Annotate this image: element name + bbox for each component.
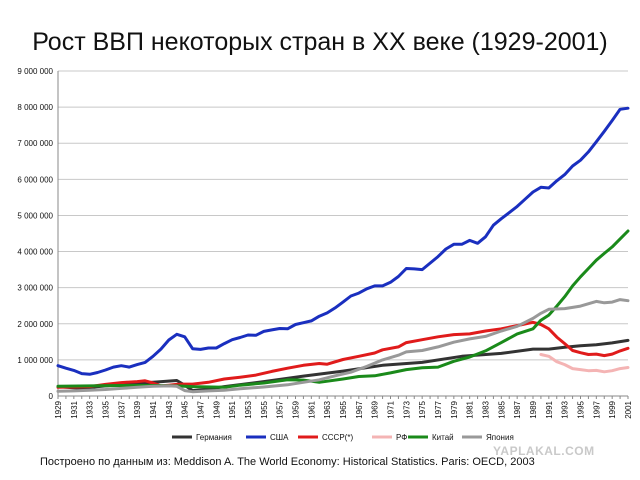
x-tick-label: 1971 xyxy=(387,400,396,418)
legend: Германия США СССР(*) РФ Китай Япония xyxy=(172,433,514,442)
x-tick-label: 1939 xyxy=(133,400,142,418)
x-tick-label: 1997 xyxy=(592,400,601,418)
y-tick-label: 0 xyxy=(49,392,54,401)
source-note: Построено по данным из: Meddison A. The … xyxy=(40,456,535,468)
legend-label: СССР(*) xyxy=(322,433,353,442)
chart-title: Рост ВВП некоторых стран в XX веке (1929… xyxy=(32,28,608,56)
x-tick-label: 1949 xyxy=(212,400,221,418)
x-tick-label: 2001 xyxy=(624,400,633,418)
x-tick-label: 1969 xyxy=(371,400,380,418)
x-tick-label: 1933 xyxy=(86,400,95,418)
y-tick-label: 6 000 000 xyxy=(17,175,53,184)
series-lines xyxy=(56,106,630,394)
x-tick-label: 1959 xyxy=(292,400,301,418)
series-line xyxy=(539,353,630,374)
x-tick-label: 1981 xyxy=(466,400,475,418)
y-tick-labels: 0 1 000 000 2 000 000 3 000 000 4 000 000 5 0… xyxy=(17,67,53,401)
x-tick-label: 1955 xyxy=(260,400,269,418)
x-tick-label: 1961 xyxy=(307,400,316,418)
x-tick-label: 1943 xyxy=(165,400,174,418)
x-tick-label: 1987 xyxy=(513,400,522,418)
legend-label: Германия xyxy=(196,433,232,442)
y-tick-label: 1 000 000 xyxy=(17,356,53,365)
y-tick-label: 4 000 000 xyxy=(17,248,53,257)
x-tick-label: 1963 xyxy=(323,400,332,418)
x-tick-label: 1999 xyxy=(608,400,617,418)
legend-label: США xyxy=(270,433,289,442)
series-line xyxy=(56,106,630,376)
x-tick-label: 1931 xyxy=(70,400,79,418)
x-tick-label: 1953 xyxy=(244,400,253,418)
x-tick-label: 1993 xyxy=(561,400,570,418)
y-tick-label: 3 000 000 xyxy=(17,284,53,293)
x-tick-label: 1967 xyxy=(355,400,364,418)
x-tick-label: 1945 xyxy=(181,400,190,418)
x-tick-label: 1991 xyxy=(545,400,554,418)
axes xyxy=(57,71,629,399)
series-line xyxy=(56,229,630,389)
x-tick-label: 1975 xyxy=(418,400,427,418)
y-tick-label: 8 000 000 xyxy=(17,103,53,112)
y-tick-label: 7 000 000 xyxy=(17,139,53,148)
legend-label: РФ xyxy=(396,433,407,442)
x-tick-label: 1983 xyxy=(482,400,491,418)
x-tick-label: 1935 xyxy=(102,400,111,418)
x-tick-label: 1941 xyxy=(149,400,158,418)
watermark-text: YAPLAKAL.COM xyxy=(493,444,595,458)
y-tick-label: 9 000 000 xyxy=(17,67,53,76)
x-tick-label: 1989 xyxy=(529,400,538,418)
x-tick-label: 1965 xyxy=(339,400,348,418)
x-tick-label: 1937 xyxy=(117,400,126,418)
x-tick-label: 1977 xyxy=(434,400,443,418)
x-tick-label: 1973 xyxy=(402,400,411,418)
x-tick-label: 1929 xyxy=(54,400,63,418)
grid xyxy=(58,70,628,361)
legend-label: Китай xyxy=(432,433,454,442)
y-tick-label: 2 000 000 xyxy=(17,320,53,329)
x-tick-label: 1947 xyxy=(197,400,206,418)
x-tick-label: 1951 xyxy=(228,400,237,418)
series-line xyxy=(56,298,630,394)
legend-label: Япония xyxy=(486,433,514,442)
x-tick-label: 1985 xyxy=(497,400,506,418)
x-tick-label: 1957 xyxy=(276,400,285,418)
y-tick-label: 5 000 000 xyxy=(17,211,53,220)
x-tick-label: 1995 xyxy=(577,400,586,418)
series-line xyxy=(56,338,630,393)
x-tick-label: 1979 xyxy=(450,400,459,418)
x-tick-labels: 1929 1931 1933 1935 1937 1939 1941 1943 1945 1947… xyxy=(54,400,633,418)
